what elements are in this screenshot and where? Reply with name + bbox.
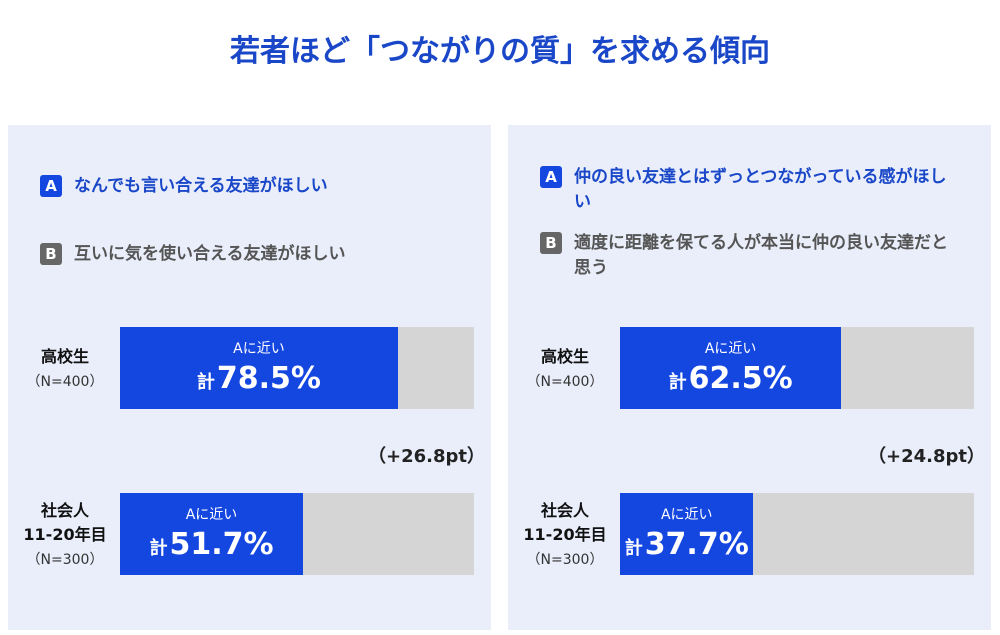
value-text: 51.7%: [169, 527, 274, 562]
sample-size: （N=400）: [526, 374, 604, 390]
row-label: 高校生: [540, 347, 589, 366]
value-text: 78.5%: [216, 361, 321, 396]
page-title: 若者ほど「つながりの質」を求める傾向: [230, 34, 770, 69]
sample-size: （N=300）: [26, 552, 104, 568]
option-badge: A: [40, 175, 62, 197]
option-badge: B: [540, 232, 562, 254]
option-text: 互いに気を使い合える友達がほしい: [74, 244, 346, 264]
option-badge: A: [540, 166, 562, 188]
difference-label: （+26.8pt）: [368, 446, 485, 467]
value-label: 計62.5%: [620, 361, 841, 396]
row-label: 社会人 11-20年目: [523, 501, 607, 544]
sample-size: （N=400）: [26, 374, 104, 390]
value-text: 62.5%: [688, 361, 793, 396]
option-text: 適度に距離を保てる人が本当に仲の良い友達だと思う: [574, 233, 948, 278]
series-label: Aに近い: [704, 341, 757, 357]
option-badge: B: [40, 243, 62, 265]
difference-label: （+24.8pt）: [868, 446, 985, 467]
series-label: Aに近い: [233, 341, 285, 357]
total-prefix: 計: [196, 372, 215, 393]
bar: Aに近い計78.5%: [120, 327, 398, 409]
bar: Aに近い計37.7%: [620, 493, 754, 575]
option-text: 仲の良い友達とはずっとつながっている感がほしい: [574, 167, 947, 212]
value-label: 計78.5%: [120, 361, 398, 396]
series-label: Aに近い: [660, 507, 713, 523]
total-prefix: 計: [624, 538, 643, 559]
bar: Aに近い計51.7%: [120, 493, 304, 575]
series-label: Aに近い: [185, 507, 238, 523]
sample-size: （N=300）: [526, 552, 604, 568]
option-text: なんでも言い合える友達がほしい: [74, 176, 328, 196]
value-text: 37.7%: [644, 527, 749, 562]
value-label: 計37.7%: [620, 527, 753, 562]
row-label: 社会人 11-20年目: [23, 501, 107, 544]
value-label: 計51.7%: [120, 527, 303, 562]
total-prefix: 計: [149, 538, 168, 559]
bar: Aに近い計62.5%: [620, 327, 842, 409]
row-label: 高校生: [40, 347, 89, 366]
total-prefix: 計: [668, 372, 687, 393]
